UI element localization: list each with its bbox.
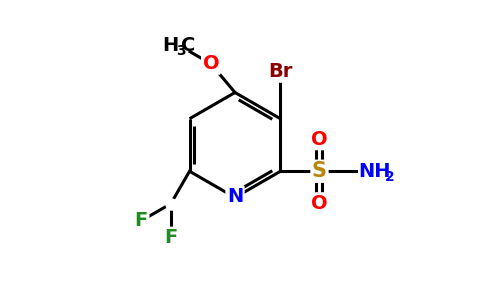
Text: O: O [311,194,328,213]
Text: 2: 2 [384,170,394,184]
Text: H: H [163,36,179,55]
Text: 3: 3 [177,44,186,58]
Text: NH: NH [359,162,391,181]
Text: N: N [227,187,243,206]
Text: C: C [182,36,196,55]
Text: F: F [135,211,148,230]
Text: Br: Br [268,62,293,81]
Text: O: O [203,54,219,73]
Text: S: S [312,161,327,181]
Text: F: F [164,228,178,247]
Text: O: O [311,130,328,149]
